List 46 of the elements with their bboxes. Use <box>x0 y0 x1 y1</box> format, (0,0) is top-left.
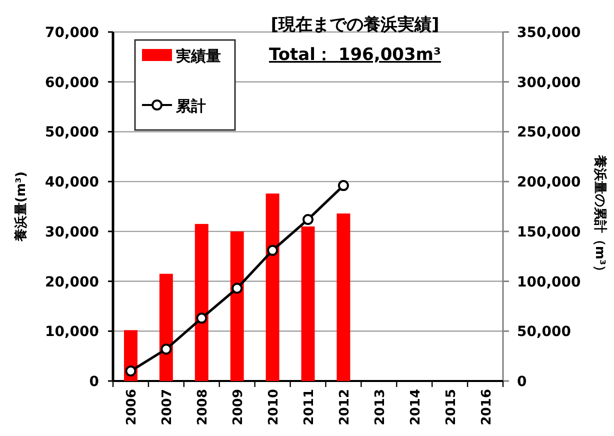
x-tick-label: 2016 <box>479 389 494 426</box>
y-tick-label: 30,000 <box>44 224 100 240</box>
y2-tick-label: 100,000 <box>517 274 582 290</box>
y2-tick-label: 50,000 <box>517 324 572 340</box>
y2-tick-label: 350,000 <box>517 25 582 41</box>
point <box>338 180 349 192</box>
point <box>125 366 136 377</box>
legend-label: 累計 <box>175 97 206 115</box>
y-axis-title: 養浜量(m³) <box>13 171 29 243</box>
point <box>267 244 278 256</box>
point <box>160 344 172 355</box>
point <box>232 282 243 294</box>
x-tick-label: 2007 <box>160 389 176 426</box>
y-tick-label: 50,000 <box>44 124 100 141</box>
bar <box>194 224 208 381</box>
y-tick-label: 0 <box>89 374 100 390</box>
y-tick-label: 70,000 <box>44 25 100 41</box>
y-tick-label: 40,000 <box>44 174 100 191</box>
x-tick-label: 2010 <box>266 389 282 426</box>
bar <box>159 274 173 381</box>
legend-label: 実績量 <box>175 47 221 65</box>
chart-title: [現在までの養浜実績] <box>270 15 440 35</box>
point <box>196 312 208 324</box>
point <box>302 214 314 225</box>
x-tick-label: 2008 <box>196 389 211 426</box>
x-tick-label: 2014 <box>408 389 424 426</box>
x-tick-label: 2011 <box>302 389 317 426</box>
bar <box>230 231 244 381</box>
x-tick-label: 2009 <box>231 389 246 426</box>
text: Total： 196,003m³ <box>269 45 441 65</box>
y-tick-label: 60,000 <box>44 74 100 91</box>
y2-axis-title: 養浜量の累計（m³） <box>592 154 608 278</box>
y2-tick-label: 200,000 <box>517 174 582 191</box>
bar <box>336 213 350 381</box>
y2-tick-label: 250,000 <box>517 124 582 141</box>
bar <box>301 226 315 381</box>
y2-tick-label: 300,000 <box>517 74 582 91</box>
y-tick-label: 10,000 <box>44 324 100 340</box>
x-tick-label: 2015 <box>444 389 459 426</box>
y2-tick-label: 150,000 <box>517 224 582 240</box>
x-tick-label: 2012 <box>337 389 352 426</box>
bar <box>266 194 280 381</box>
x-tick-label: 2013 <box>372 389 388 426</box>
y2-tick-label: 0 <box>517 374 527 390</box>
x-tick-label: 2006 <box>124 389 140 426</box>
y-tick-label: 20,000 <box>44 274 100 290</box>
